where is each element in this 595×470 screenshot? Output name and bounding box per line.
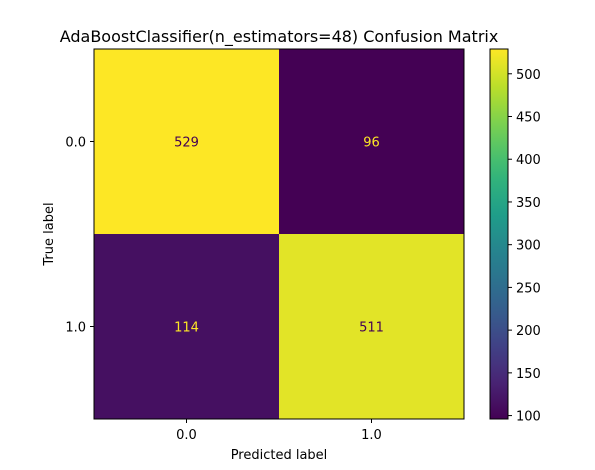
x-tick-label: 1.0 bbox=[361, 428, 382, 443]
matrix-cell-1-1 bbox=[279, 234, 464, 419]
cell-value-1-0: 114 bbox=[174, 321, 199, 336]
chart-title: AdaBoostClassifier(n_estimators=48) Conf… bbox=[60, 27, 499, 47]
cell-value-1-1: 511 bbox=[359, 321, 384, 336]
x-axis-ticks: 0.0 1.0 bbox=[176, 419, 382, 443]
y-tick-label: 1.0 bbox=[65, 321, 86, 336]
colorbar: 100 150 200 250 300 350 400 450 500 bbox=[489, 48, 541, 425]
cell-labels: 529 96 114 511 bbox=[174, 136, 384, 336]
matrix-cell-0-0 bbox=[94, 49, 279, 234]
matrix-cell-0-1 bbox=[279, 49, 464, 234]
cell-value-0-1: 96 bbox=[363, 136, 380, 151]
colorbar-tick-label: 500 bbox=[516, 68, 541, 83]
y-axis-label: True label bbox=[42, 202, 57, 266]
colorbar-tick-label: 350 bbox=[516, 196, 541, 211]
matrix-cells bbox=[93, 48, 465, 420]
x-axis-label: Predicted label bbox=[231, 448, 328, 463]
colorbar-tick-label: 300 bbox=[516, 239, 541, 254]
colorbar-tick-label: 450 bbox=[516, 111, 541, 126]
colorbar-tick-label: 200 bbox=[516, 324, 541, 339]
colorbar-tick-label: 100 bbox=[516, 410, 541, 425]
x-tick-label: 0.0 bbox=[176, 428, 197, 443]
plot-frame bbox=[93, 48, 465, 420]
cell-value-0-0: 529 bbox=[174, 136, 199, 151]
y-axis-ticks: 0.0 1.0 bbox=[65, 136, 94, 336]
colorbar-tick-label: 250 bbox=[516, 281, 541, 296]
colorbar-tick-label: 400 bbox=[516, 153, 541, 168]
colorbar-gradient bbox=[489, 48, 509, 420]
colorbar-tick-label: 150 bbox=[516, 367, 541, 382]
y-tick-label: 0.0 bbox=[65, 136, 86, 151]
matrix-cell-1-0 bbox=[94, 234, 279, 419]
